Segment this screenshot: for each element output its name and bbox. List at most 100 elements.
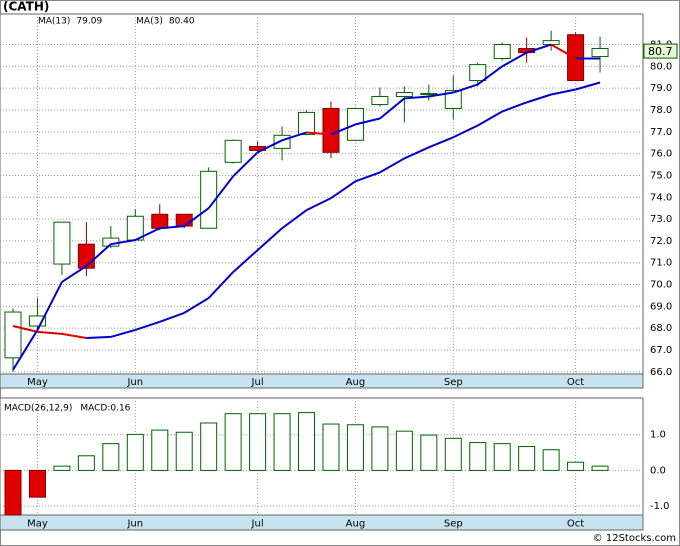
moving-average-segment: [134, 227, 161, 241]
moving-average-segment: [12, 329, 39, 371]
y-tick-label: 74.0: [650, 192, 672, 203]
y-tick-label: -1.0: [650, 501, 670, 512]
macd-bar: [102, 443, 120, 471]
moving-average-segment: [330, 123, 356, 136]
moving-average-segment: [501, 51, 528, 68]
moving-average-segment: [61, 332, 87, 339]
moving-average-segment: [281, 131, 307, 142]
macd-bar: [298, 412, 316, 471]
macd-bar: [469, 442, 487, 471]
candle-body: [28, 315, 46, 327]
macd-bar: [151, 429, 169, 471]
ticker-title: (CATH): [3, 0, 49, 14]
y-tick-label: 68.0: [650, 323, 672, 334]
moving-average-segment: [306, 131, 332, 136]
moving-average-segment: [232, 151, 259, 178]
moving-average-segment: [207, 271, 234, 299]
moving-average-segment: [110, 239, 136, 246]
moving-average-segment: [61, 265, 87, 283]
moving-average-segment: [159, 311, 185, 323]
y-tick-label: 79.0: [650, 83, 672, 94]
moving-average-segment: [12, 325, 38, 333]
x-tick-label: Jun: [126, 377, 143, 388]
candle-body: [420, 92, 438, 96]
moving-average-segment: [355, 171, 381, 183]
candle-body: [298, 111, 316, 135]
candle-body: [322, 107, 340, 153]
x-axis-band: [0, 373, 644, 389]
moving-average-segment: [428, 91, 454, 98]
x-tick-label: Jul: [251, 377, 264, 388]
x-tick-label: Aug: [346, 519, 366, 530]
candle-body: [4, 311, 22, 359]
macd-bar: [175, 431, 193, 471]
macd-bar: [493, 443, 511, 471]
candle-body: [224, 139, 242, 163]
candle-body: [273, 134, 291, 149]
legend-value: 79.09: [76, 17, 102, 27]
macd-title: MACD(26,12,9): [4, 404, 72, 414]
legend-value: 80.40: [169, 17, 195, 27]
macd-bar: [395, 430, 413, 471]
macd-bar: [322, 423, 340, 471]
moving-average-segment: [452, 124, 479, 139]
macd-bar: [53, 465, 71, 471]
moving-average-segment: [575, 81, 601, 91]
last-price-box: [643, 43, 678, 59]
y-tick-label: 73.0: [650, 214, 672, 225]
candle-body: [151, 213, 169, 229]
moving-average-segment: [37, 330, 63, 335]
moving-average-segment: [550, 88, 576, 96]
x-tick-label: Oct: [567, 519, 584, 530]
macd-bar: [444, 437, 462, 471]
x-tick-label: Jun: [126, 519, 143, 530]
moving-average-segment: [526, 93, 552, 104]
moving-average-segment: [36, 281, 63, 331]
x-tick-label: Aug: [346, 377, 366, 388]
moving-average-segment: [159, 225, 185, 230]
moving-average-segment: [379, 97, 405, 120]
y-tick-label: 69.0: [650, 301, 672, 312]
x-tick-label: Oct: [567, 377, 584, 388]
macd-bar: [346, 424, 364, 471]
x-tick-label: Sep: [444, 519, 463, 530]
macd-bar: [126, 433, 144, 471]
moving-average-segment: [257, 139, 283, 154]
moving-average-segment: [110, 328, 136, 338]
moving-average-segment: [526, 43, 552, 54]
y-tick-label: 76.0: [650, 149, 672, 160]
moving-average-segment: [404, 95, 429, 100]
macd-bar: [567, 461, 585, 471]
last-price-label: 80.7: [648, 45, 673, 58]
legend-label: MA(13): [38, 17, 70, 27]
moving-average-segment: [256, 227, 283, 251]
y-tick-label: 80.0: [650, 61, 672, 72]
macd-bar: [224, 413, 242, 471]
y-tick-label: 67.0: [650, 345, 672, 356]
macd-bar: [77, 455, 95, 471]
x-tick-label: May: [27, 377, 48, 388]
macd-bar: [591, 465, 609, 471]
legend-label: MA(3): [136, 17, 163, 27]
candle-body: [469, 64, 487, 82]
candle-body: [542, 40, 560, 46]
moving-average-segment: [477, 110, 503, 127]
moving-average-segment: [134, 320, 161, 331]
moving-average-segment: [306, 197, 332, 212]
y-tick-label: 70.0: [650, 280, 672, 291]
footer: © 12Stocks.com: [593, 533, 676, 544]
candle-body: [493, 44, 511, 60]
y-tick-label: 66.0: [650, 367, 672, 378]
macd-bar: [200, 422, 218, 471]
x-tick-label: Jul: [251, 519, 264, 530]
moving-average-segment: [281, 209, 308, 230]
macd-bar: [4, 469, 22, 516]
x-axis-band: [0, 514, 644, 531]
x-tick-label: Sep: [444, 377, 463, 388]
macd-bar: [518, 446, 536, 471]
moving-average-segment: [403, 146, 430, 160]
y-tick-label: 75.0: [650, 170, 672, 181]
macd-value: MACD:0.16: [80, 404, 130, 414]
